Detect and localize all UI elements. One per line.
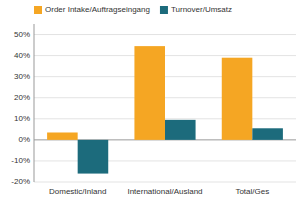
legend-label: Turnover/Umsatz [171,5,232,14]
bars [47,46,283,173]
page: {"chart_data": {"type": "bar", "categori… [0,0,300,200]
legend-label: Order Intake/Auftragseingang [45,5,150,14]
y-tick-label: 0% [18,135,30,144]
legend-item: Turnover/Umsatz [160,5,232,14]
y-axis-line [34,24,35,182]
y-tick-label: 50% [14,30,30,39]
bar [78,140,109,174]
y-tick-label: 20% [14,93,30,102]
y-tick-label: -10% [11,156,30,165]
grid-line [34,182,296,183]
chart: -20% -10% 0% 10% 20% 30% 40% 50% Domestic/Inland… [0,0,300,200]
bar [47,132,78,139]
grid-line [34,160,296,161]
y-tick-label: 40% [14,51,30,60]
x-tick-label: Domestic/Inland [49,187,106,196]
legend-item: Order Intake/Auftragseingang [34,5,150,14]
legend-swatch [160,6,168,14]
bar [252,128,283,140]
y-axis: -20% -10% 0% 10% 20% 30% 40% 50% [11,24,34,186]
legend-swatch [34,6,42,14]
y-tick-label: -20% [11,177,30,186]
bar [165,120,196,140]
bar [134,46,165,140]
y-tick-label: 30% [14,72,30,81]
x-tick-label: Total/Ges [235,187,269,196]
legend: Order Intake/Auftragseingang Turnover/Ums… [34,5,232,14]
grid-line [34,34,296,35]
grid [34,35,296,182]
bar [222,58,253,140]
x-axis: Domestic/Inland International/Ausland Tota… [49,187,269,196]
x-tick-label: International/Ausland [127,187,202,196]
y-tick-label: 10% [14,114,30,123]
